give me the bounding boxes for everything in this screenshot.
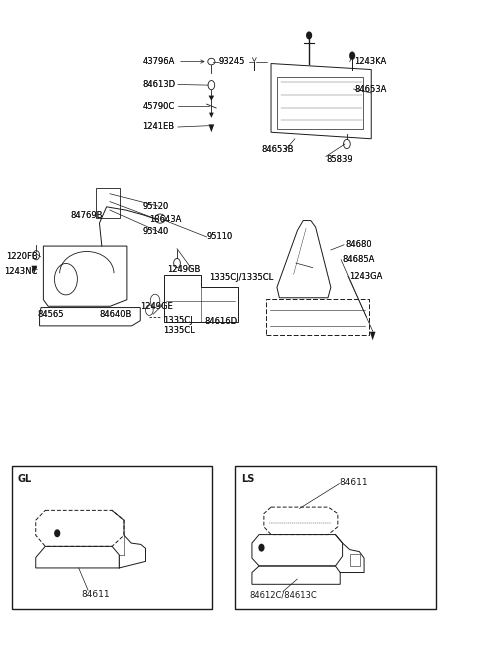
- Text: 84611: 84611: [82, 589, 110, 599]
- Text: 1335CJ: 1335CJ: [163, 316, 192, 325]
- Text: 1243KA: 1243KA: [355, 57, 387, 66]
- Text: 84680: 84680: [345, 240, 372, 249]
- Bar: [266, 299, 369, 335]
- Text: 1335CL: 1335CL: [163, 326, 194, 335]
- Polygon shape: [209, 112, 214, 118]
- Polygon shape: [32, 265, 37, 273]
- Text: 1220FB: 1220FB: [6, 252, 38, 261]
- Text: 93245: 93245: [218, 57, 245, 66]
- Text: 85839: 85839: [326, 155, 352, 164]
- Circle shape: [259, 545, 264, 551]
- Text: 1249GE: 1249GE: [140, 302, 172, 311]
- Text: 1243NC: 1243NC: [4, 267, 37, 276]
- Text: 84613D: 84613D: [142, 80, 175, 89]
- Text: 84685A: 84685A: [342, 256, 374, 264]
- Text: 1335CJ/1335CL: 1335CJ/1335CL: [209, 273, 273, 282]
- Bar: [235, 466, 436, 608]
- Text: 1243NC: 1243NC: [4, 267, 37, 276]
- Bar: [350, 555, 360, 566]
- Text: 1241EB: 1241EB: [142, 122, 174, 131]
- Text: 84640B: 84640B: [99, 309, 132, 319]
- Text: 84653A: 84653A: [355, 85, 387, 93]
- Polygon shape: [208, 124, 214, 132]
- Text: 84680: 84680: [345, 240, 372, 249]
- Text: 1249GB: 1249GB: [168, 265, 201, 274]
- Bar: [12, 466, 212, 608]
- Text: 84769B: 84769B: [71, 212, 103, 221]
- Text: 95140: 95140: [142, 227, 168, 236]
- Text: 84565: 84565: [37, 309, 64, 319]
- Text: 84685A: 84685A: [342, 256, 374, 264]
- Text: 84612C/84613C: 84612C/84613C: [250, 591, 317, 600]
- Text: 1243KA: 1243KA: [355, 57, 387, 66]
- Text: 1335CL: 1335CL: [163, 326, 194, 335]
- Text: LS: LS: [241, 474, 254, 484]
- Text: 95110: 95110: [206, 233, 233, 241]
- Text: 43796A: 43796A: [142, 57, 175, 66]
- Text: 43796A: 43796A: [142, 57, 175, 66]
- Text: 95110: 95110: [206, 233, 233, 241]
- Circle shape: [349, 52, 355, 60]
- Text: 84611: 84611: [339, 478, 368, 487]
- Text: 95120: 95120: [142, 202, 168, 211]
- Text: 1249GE: 1249GE: [140, 302, 172, 311]
- Text: 1335CJ: 1335CJ: [163, 316, 192, 325]
- Polygon shape: [208, 96, 214, 101]
- Text: 84769B: 84769B: [71, 212, 103, 221]
- Text: 84616D: 84616D: [204, 317, 237, 327]
- Text: 1220FB: 1220FB: [6, 252, 38, 261]
- Text: 84640B: 84640B: [99, 309, 132, 319]
- Bar: [277, 77, 363, 129]
- Text: 1243GA: 1243GA: [349, 271, 382, 281]
- Text: 95140: 95140: [142, 227, 168, 236]
- Text: 1243GA: 1243GA: [349, 271, 382, 281]
- Text: 84653A: 84653A: [355, 85, 387, 93]
- Text: 1249GB: 1249GB: [168, 265, 201, 274]
- Circle shape: [307, 32, 312, 39]
- Polygon shape: [370, 332, 375, 340]
- Text: 93245: 93245: [218, 57, 245, 66]
- Bar: [96, 189, 120, 218]
- Text: 95120: 95120: [142, 202, 168, 211]
- Text: 1335CJ/1335CL: 1335CJ/1335CL: [209, 273, 273, 282]
- Text: GL: GL: [18, 474, 32, 484]
- Text: 84653B: 84653B: [262, 145, 294, 154]
- Text: 84616D: 84616D: [204, 317, 237, 327]
- Text: 45790C: 45790C: [142, 102, 174, 110]
- Text: 85839: 85839: [326, 155, 352, 164]
- Text: 84565: 84565: [37, 309, 64, 319]
- Circle shape: [55, 530, 60, 537]
- Text: 45790C: 45790C: [142, 102, 174, 110]
- Text: 84653B: 84653B: [262, 145, 294, 154]
- Text: 84613D: 84613D: [142, 80, 175, 89]
- Text: 18643A: 18643A: [149, 215, 182, 225]
- Text: 18643A: 18643A: [149, 215, 182, 225]
- Text: 1241EB: 1241EB: [142, 122, 174, 131]
